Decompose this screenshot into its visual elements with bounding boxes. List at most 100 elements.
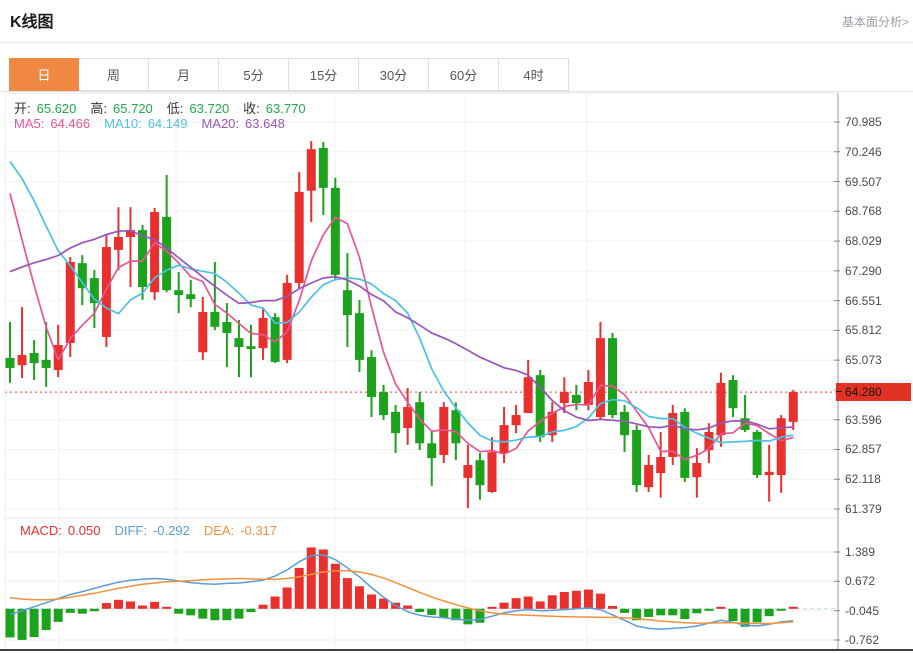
candle-body[interactable]: [379, 392, 389, 416]
ohlc-legend-value-2: 63.720: [189, 101, 230, 116]
candle-body[interactable]: [728, 380, 738, 409]
macd-axis-label: 0.672: [845, 574, 876, 588]
macd-bar: [330, 563, 340, 609]
tab-period-4[interactable]: 15分: [289, 58, 359, 91]
candle-body[interactable]: [222, 322, 232, 333]
candle-body[interactable]: [559, 392, 569, 403]
candle-body[interactable]: [764, 471, 774, 476]
candle-body[interactable]: [210, 311, 220, 327]
candle-body[interactable]: [451, 410, 461, 444]
candle-body[interactable]: [162, 216, 172, 291]
candle-body[interactable]: [427, 443, 437, 459]
macd-bar: [475, 608, 485, 623]
candle-body[interactable]: [174, 290, 184, 296]
tab-period-5[interactable]: 30分: [359, 58, 429, 91]
candle-body[interactable]: [608, 338, 617, 416]
candle-body[interactable]: [89, 278, 99, 304]
candle-body[interactable]: [306, 149, 316, 191]
candle-body[interactable]: [523, 377, 533, 414]
candle-body[interactable]: [234, 338, 244, 347]
candle-body[interactable]: [282, 282, 292, 360]
macd-bar: [740, 608, 750, 627]
candle-body[interactable]: [101, 247, 111, 337]
candle-body[interactable]: [487, 452, 497, 493]
price-axis-label: 69.507: [845, 175, 882, 189]
candle-body[interactable]: [258, 317, 268, 349]
price-axis-label: 68.768: [845, 204, 882, 218]
candle-body[interactable]: [511, 415, 521, 426]
candle-body[interactable]: [620, 411, 630, 436]
macd-bar: [234, 608, 244, 619]
candle-body[interactable]: [788, 392, 798, 422]
candle-body[interactable]: [5, 357, 15, 368]
candle-body[interactable]: [644, 465, 654, 488]
tab-period-2[interactable]: 月: [149, 58, 219, 91]
macd-bar: [342, 578, 352, 609]
candle-body[interactable]: [65, 261, 75, 343]
candle-body[interactable]: [415, 402, 425, 444]
candle-body[interactable]: [499, 425, 509, 453]
macd-bar: [258, 604, 268, 609]
candle-body[interactable]: [330, 187, 340, 275]
candle-body[interactable]: [150, 212, 160, 293]
candle-body[interactable]: [704, 431, 714, 451]
candle-body[interactable]: [29, 353, 39, 364]
macd-bar: [704, 608, 714, 611]
macd-bar: [439, 608, 449, 618]
tab-period-7[interactable]: 4时: [499, 58, 569, 91]
candle-body[interactable]: [354, 313, 364, 360]
candle-body[interactable]: [17, 355, 27, 366]
candle-body[interactable]: [475, 460, 485, 486]
candle-body[interactable]: [391, 411, 401, 434]
candle-body[interactable]: [463, 465, 473, 478]
macd-bar: [17, 608, 27, 640]
candle-body[interactable]: [138, 230, 148, 287]
candle-body[interactable]: [776, 418, 786, 476]
candle-body[interactable]: [113, 237, 123, 250]
candle-body[interactable]: [583, 382, 593, 405]
candle-body[interactable]: [656, 456, 666, 474]
candle-body[interactable]: [680, 411, 690, 478]
macd-bar: [113, 599, 123, 609]
tab-period-6[interactable]: 60分: [429, 58, 499, 91]
page-title: K线图: [10, 14, 54, 31]
tab-period-1[interactable]: 周: [79, 58, 149, 91]
macd-bar: [523, 596, 533, 609]
candle-body[interactable]: [41, 359, 51, 368]
macd-bar: [728, 608, 738, 622]
candle-body[interactable]: [403, 407, 413, 428]
candle-body[interactable]: [186, 294, 196, 300]
candle-body[interactable]: [547, 411, 557, 436]
candle-body[interactable]: [270, 317, 280, 362]
candle-body[interactable]: [692, 463, 702, 478]
candle-body[interactable]: [294, 191, 304, 283]
ma-legend-value-2: 63.648: [245, 116, 285, 131]
candle-body[interactable]: [716, 382, 726, 436]
candle-body[interactable]: [342, 290, 352, 316]
macd-bar: [138, 605, 148, 609]
candle-body[interactable]: [632, 429, 642, 486]
price-axis-label: 68.029: [845, 234, 882, 248]
candle-body[interactable]: [752, 431, 762, 476]
macd-bar: [692, 608, 702, 614]
macd-bar: [463, 608, 473, 625]
ohlc-legend: 开: 65.620 高: 65.720 低: 63.720 收: 63.770: [14, 98, 320, 117]
candle-body[interactable]: [126, 230, 135, 238]
candle-body[interactable]: [535, 375, 545, 438]
candle-body[interactable]: [668, 413, 678, 457]
fundamental-analysis-link[interactable]: 基本面分析>: [841, 15, 909, 29]
macd-bar: [583, 589, 593, 609]
candle-body[interactable]: [318, 147, 328, 188]
candle-body[interactable]: [595, 338, 605, 418]
candle-body[interactable]: [571, 394, 581, 403]
macd-bar: [511, 598, 521, 609]
candle-body[interactable]: [198, 311, 208, 353]
tab-period-0[interactable]: 日: [9, 58, 79, 91]
candle-body[interactable]: [246, 346, 256, 350]
candle-body[interactable]: [439, 407, 449, 455]
tab-period-3[interactable]: 5分: [219, 58, 289, 91]
candle-body[interactable]: [77, 263, 87, 289]
candle-body[interactable]: [367, 357, 376, 397]
macd-bar: [5, 608, 15, 638]
